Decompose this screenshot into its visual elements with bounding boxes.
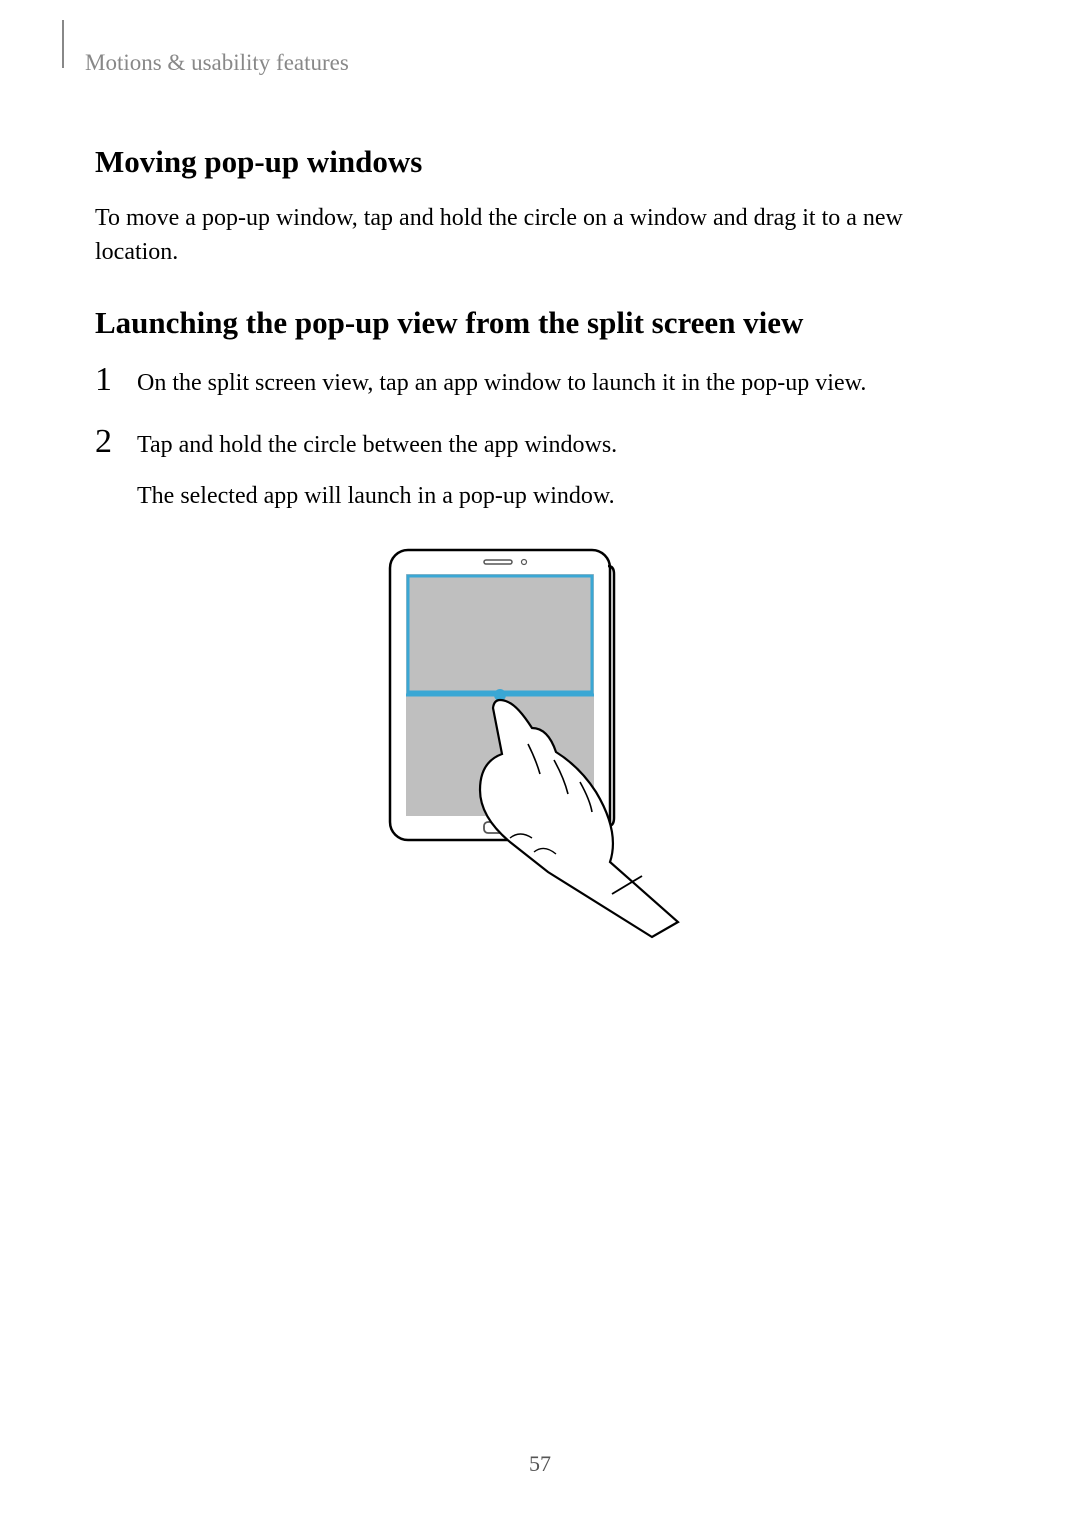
header-separator xyxy=(62,20,64,68)
section-launch-popup-title: Launching the pop-up view from the split… xyxy=(95,305,985,341)
illustration-container xyxy=(95,542,985,952)
page-number: 57 xyxy=(0,1451,1080,1477)
section-moving-popup-body: To move a pop-up window, tap and hold th… xyxy=(95,202,985,269)
step-2-number: 2 xyxy=(95,425,137,459)
step-2-sub: The selected app will launch in a pop-up… xyxy=(137,480,617,514)
step-2-text: Tap and hold the circle between the app … xyxy=(137,429,617,463)
running-header: Motions & usability features xyxy=(85,50,985,76)
step-2-content: Tap and hold the circle between the app … xyxy=(137,425,617,514)
step-1-text: On the split screen view, tap an app win… xyxy=(137,363,866,401)
step-1: 1 On the split screen view, tap an app w… xyxy=(95,363,985,401)
section-moving-popup-title: Moving pop-up windows xyxy=(95,144,985,180)
step-1-number: 1 xyxy=(95,363,137,397)
top-app-highlight xyxy=(408,576,592,692)
tablet-illustration xyxy=(380,542,700,952)
step-2: 2 Tap and hold the circle between the ap… xyxy=(95,425,985,514)
